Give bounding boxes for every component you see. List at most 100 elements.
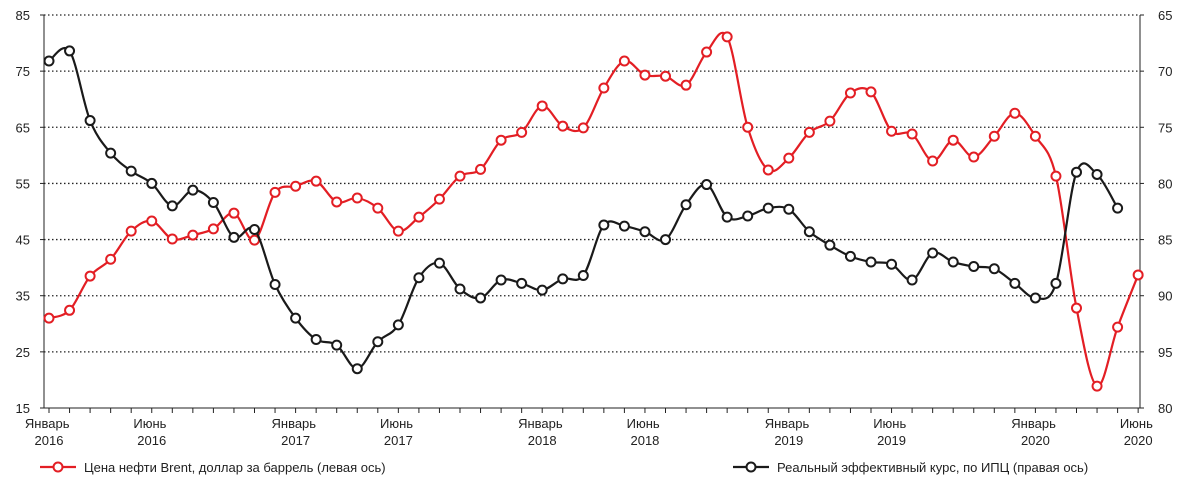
point <box>475 163 487 175</box>
point <box>372 336 384 348</box>
point <box>43 55 55 67</box>
point <box>64 304 76 316</box>
point <box>166 200 178 212</box>
point <box>598 82 610 94</box>
point <box>886 125 898 137</box>
point <box>618 55 630 67</box>
y-tick-label: 45 <box>16 233 30 248</box>
x-tick-label: Июнь 2020 <box>1120 416 1157 448</box>
point <box>639 69 651 81</box>
y2-tick-label: 90 <box>1158 289 1172 304</box>
y2-tick-label: 80 <box>1158 401 1172 416</box>
point <box>84 115 96 127</box>
point <box>988 130 1000 142</box>
point <box>1050 277 1062 289</box>
point <box>577 122 589 134</box>
point <box>454 283 466 295</box>
point <box>598 219 610 231</box>
point <box>701 179 713 191</box>
point <box>372 202 384 214</box>
point <box>927 155 939 167</box>
point <box>1029 130 1041 142</box>
point <box>865 256 877 268</box>
point <box>1071 302 1082 314</box>
legend-marker <box>745 461 757 473</box>
point <box>187 229 199 241</box>
point <box>844 250 856 262</box>
point <box>824 115 836 127</box>
point <box>105 147 117 159</box>
y2-tick-label: 95 <box>1158 345 1172 360</box>
y-tick-label: 35 <box>16 289 30 304</box>
point <box>228 231 240 243</box>
point <box>680 199 692 211</box>
point <box>351 363 363 375</box>
legend-label: Реальный эффективный курс, по ИПЦ (права… <box>777 460 1088 475</box>
point <box>1050 170 1062 182</box>
y2-tick-label: 80 <box>1158 176 1172 191</box>
point <box>536 100 548 112</box>
point <box>844 87 856 99</box>
point <box>1071 166 1082 178</box>
point <box>207 223 219 235</box>
point <box>742 121 754 133</box>
point <box>413 272 425 284</box>
point <box>536 284 548 296</box>
point <box>125 225 137 237</box>
point <box>43 312 55 324</box>
point <box>721 211 733 223</box>
legend-marker <box>52 461 64 473</box>
point <box>968 261 980 273</box>
x-tick-label: Январь 2020 <box>1011 416 1059 448</box>
point <box>433 193 445 205</box>
x-tick-label: Июнь 2018 <box>627 416 664 448</box>
point <box>947 134 959 146</box>
point <box>290 312 302 324</box>
y-tick-label: 25 <box>16 345 30 360</box>
point <box>413 211 425 223</box>
point <box>968 151 980 163</box>
point <box>927 247 939 259</box>
point <box>310 175 322 187</box>
point <box>701 46 713 58</box>
point <box>269 186 281 198</box>
point <box>146 215 158 227</box>
y-tick-label: 65 <box>16 120 30 135</box>
x-tick-label: Январь 2016 <box>25 416 73 448</box>
y2-tick-label: 65 <box>1158 8 1172 23</box>
y2-tick-label: 85 <box>1158 233 1172 248</box>
point <box>516 277 528 289</box>
point <box>1009 107 1021 119</box>
point <box>475 292 487 304</box>
series-line <box>48 31 1140 388</box>
x-tick-label: Июнь 2017 <box>380 416 417 448</box>
point <box>660 70 671 82</box>
x-tick-label: Январь 2017 <box>272 416 320 448</box>
y-tick-label: 15 <box>16 401 30 416</box>
point <box>495 134 507 146</box>
y-tick-label: 55 <box>16 176 30 191</box>
legend-label: Цена нефти Brent, доллар за баррель (лев… <box>84 460 386 475</box>
point <box>105 253 117 265</box>
point <box>351 192 363 204</box>
point <box>207 197 219 209</box>
point <box>64 45 76 57</box>
point <box>886 258 898 270</box>
x-tick-label: Июнь 2019 <box>873 416 910 448</box>
x-tick-label: Январь 2018 <box>518 416 566 448</box>
y2-tick-label: 75 <box>1158 120 1172 135</box>
y-tick-label: 85 <box>16 8 30 23</box>
point <box>639 226 651 238</box>
point <box>557 120 569 132</box>
point <box>516 126 528 138</box>
point <box>1112 202 1124 214</box>
point <box>269 278 281 290</box>
point <box>618 220 630 232</box>
point <box>783 203 795 215</box>
point <box>557 273 569 285</box>
point <box>865 86 877 98</box>
point <box>310 334 322 346</box>
point <box>290 180 302 192</box>
point <box>988 263 1000 275</box>
